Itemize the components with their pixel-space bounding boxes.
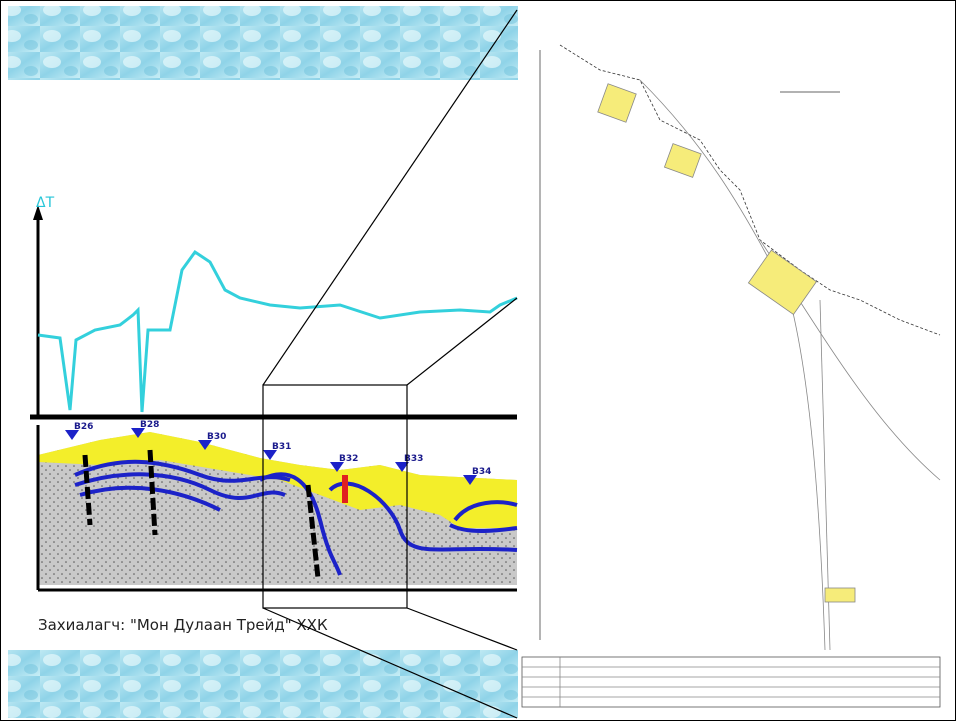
borehole-marker bbox=[463, 475, 477, 485]
axis-label: ΔT bbox=[36, 195, 55, 211]
borehole-label: B26 bbox=[74, 422, 93, 432]
borehole-label: B30 bbox=[207, 432, 226, 442]
borehole-marker bbox=[330, 462, 344, 472]
detail-section bbox=[521, 44, 941, 708]
geologic-section: B26 B28 B30 B31 B32 B33 B34 bbox=[36, 420, 518, 592]
caption: Захиалагч: "Мон Дулаан Трейд" ХХК bbox=[38, 616, 328, 634]
borehole-label: B34 bbox=[472, 467, 491, 477]
water-band-bottom bbox=[8, 650, 518, 718]
borehole-marker bbox=[65, 430, 79, 440]
borehole-marker bbox=[263, 450, 277, 460]
borehole-label: B33 bbox=[404, 454, 423, 464]
borehole-marker bbox=[198, 440, 212, 450]
water-band-top bbox=[8, 6, 518, 80]
borehole-label: B28 bbox=[140, 420, 159, 430]
zoom-indicator bbox=[262, 9, 518, 719]
gravity-profile: ΔT bbox=[30, 195, 518, 420]
borehole-label: B32 bbox=[339, 454, 358, 464]
borehole-marker bbox=[131, 428, 145, 438]
borehole-label: B31 bbox=[272, 442, 291, 452]
borehole-marker bbox=[395, 462, 409, 472]
